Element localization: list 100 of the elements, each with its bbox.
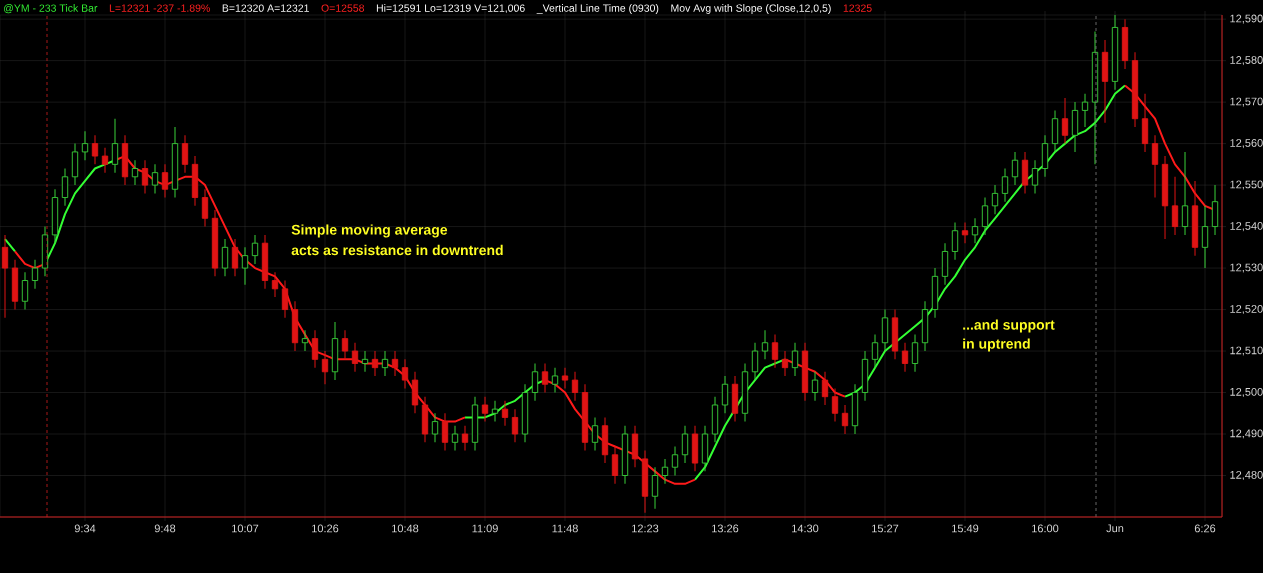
x-tick-label: Jun — [1106, 524, 1124, 533]
y-tick-label: 12,590 — [1230, 14, 1263, 24]
x-tick-label: 14:30 — [792, 524, 819, 533]
candlestick — [561, 367, 569, 389]
x-tick-label: 16:00 — [1032, 524, 1059, 533]
candlestick — [311, 329, 319, 369]
x-tick-label: 11:48 — [552, 524, 578, 533]
candlestick — [981, 197, 989, 236]
candlestick — [681, 425, 689, 464]
candlestick — [541, 362, 549, 394]
y-tick-label: 12,500 — [1230, 388, 1263, 398]
candlestick — [841, 404, 849, 435]
candlestick — [21, 271, 29, 311]
y-tick-label: 12,560 — [1230, 139, 1263, 149]
y-tick-label: 12,520 — [1230, 305, 1263, 315]
candlestick — [1201, 205, 1209, 269]
candlestick — [281, 280, 289, 319]
candlestick — [321, 350, 329, 385]
text: 12325 — [843, 4, 872, 12]
candlestick — [571, 371, 579, 402]
x-tick-label: 11:09 — [472, 524, 498, 533]
candlestick — [831, 387, 839, 423]
x-tick-label: 15:49 — [952, 524, 979, 533]
candlestick — [951, 221, 959, 261]
text: O=12558 — [321, 4, 365, 12]
candlestick — [1081, 93, 1089, 128]
candlestick — [451, 425, 459, 452]
candlestick — [501, 400, 509, 427]
candlestick — [1151, 134, 1159, 199]
candlestick — [201, 188, 209, 228]
candlestick — [301, 329, 309, 352]
candlestick — [31, 259, 39, 290]
annotation: in uptrend — [963, 338, 1030, 352]
candlestick — [61, 168, 69, 207]
candlestick — [1061, 97, 1069, 145]
candlestick — [351, 342, 359, 373]
y-tick-label: 12,490 — [1230, 429, 1263, 439]
candlestick — [91, 134, 99, 165]
y-tick-label: 12,570 — [1230, 97, 1263, 107]
candlestick — [161, 163, 169, 199]
y-tick-label: 12,480 — [1230, 470, 1263, 481]
candlestick — [821, 371, 829, 406]
candlestick — [381, 350, 389, 377]
candlestick — [441, 412, 449, 452]
candlestick — [531, 362, 539, 402]
candlestick — [901, 342, 909, 373]
candlestick — [791, 342, 799, 377]
y-tick-label: 12,580 — [1230, 56, 1263, 66]
candlestick — [871, 333, 879, 369]
candlestick — [1181, 151, 1189, 236]
candlestick — [1031, 159, 1039, 194]
candlestick — [1001, 168, 1009, 203]
x-tick-label: 12:23 — [632, 524, 659, 533]
candlestick — [651, 466, 659, 510]
candlestick — [811, 371, 819, 402]
candlestick — [781, 350, 789, 377]
candlestick — [591, 416, 599, 452]
candlestick — [341, 329, 349, 360]
y-tick-label: 12,550 — [1230, 180, 1263, 190]
candlestick — [481, 396, 489, 423]
y-tick-label: 12,540 — [1230, 222, 1263, 232]
candlestick — [141, 159, 149, 194]
candlestick — [671, 445, 679, 477]
candlestick — [251, 234, 259, 265]
candlestick — [81, 130, 89, 161]
text: @YM - 233 Tick Bar — [4, 4, 98, 14]
text: L=12321 -237 -1.89% — [109, 4, 210, 12]
candlestick — [551, 367, 559, 394]
candlestick — [1, 234, 9, 319]
candlestick — [271, 271, 279, 298]
x-tick-label: 6:26 — [1194, 524, 1216, 533]
annotation: Simple moving average — [291, 224, 448, 238]
candlestick — [231, 238, 239, 277]
candlestick — [181, 134, 189, 174]
x-tick-label: 10:07 — [232, 524, 259, 533]
candlestick — [101, 147, 109, 174]
candlestick — [221, 238, 229, 277]
candlestick — [401, 358, 409, 389]
x-tick-label: 13:26 — [712, 524, 739, 533]
candlestick — [991, 184, 999, 215]
candlestick — [911, 333, 919, 373]
candlestick — [391, 350, 399, 377]
candlestick — [761, 329, 769, 360]
candlestick — [1011, 151, 1019, 186]
candlestick — [751, 342, 759, 381]
candlestick — [611, 445, 619, 485]
x-tick-label: 9:34 — [74, 524, 96, 533]
candlestick — [491, 400, 499, 423]
candlestick — [971, 217, 979, 244]
text: Mov Avg with Slope (Close,12,0,5) — [671, 4, 831, 14]
text: Hi=12591 Lo=12319 V=121,006 — [376, 4, 525, 14]
x-tick-label: 9:48 — [154, 524, 176, 533]
candlestick — [661, 458, 669, 485]
candlestick — [461, 425, 469, 452]
annotation: ...and support — [963, 319, 1055, 333]
y-tick-label: 12,510 — [1230, 346, 1263, 356]
x-tick-label: 15:27 — [872, 524, 899, 533]
candlestick — [961, 221, 969, 244]
candlestick — [1171, 176, 1179, 236]
candlestick — [131, 159, 139, 186]
